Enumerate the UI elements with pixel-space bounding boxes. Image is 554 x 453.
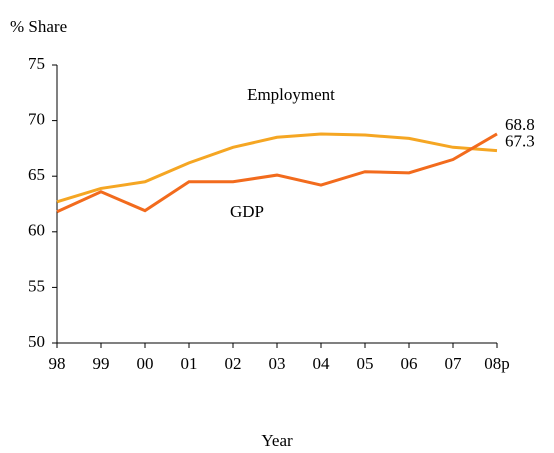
y-tick-label: 60 (28, 221, 45, 240)
x-tick-label: 04 (313, 354, 331, 373)
x-tick-label: 03 (269, 354, 286, 373)
x-tick-label: 08p (484, 354, 510, 373)
x-tick-label: 02 (225, 354, 242, 373)
y-tick-label: 75 (28, 54, 45, 73)
x-tick-label: 98 (49, 354, 66, 373)
x-tick-label: 05 (357, 354, 374, 373)
series-name: Employment (247, 85, 335, 104)
y-axis-label: % Share (10, 17, 67, 36)
y-tick-label: 70 (28, 110, 45, 129)
value-label: 67.3 (505, 132, 535, 151)
x-tick-label: 07 (445, 354, 463, 373)
x-tick-label: 99 (93, 354, 110, 373)
y-tick-label: 55 (28, 276, 45, 295)
x-tick-label: 00 (137, 354, 154, 373)
x-tick-label: 01 (181, 354, 198, 373)
x-tick-label: 06 (401, 354, 418, 373)
value-label: 68.8 (505, 115, 535, 134)
y-tick-label: 50 (28, 332, 45, 351)
series-line (56, 132, 498, 214)
series-name: GDP (230, 202, 264, 221)
y-tick-label: 65 (28, 165, 45, 184)
series-line (56, 132, 498, 204)
x-axis-label: Year (261, 431, 293, 450)
